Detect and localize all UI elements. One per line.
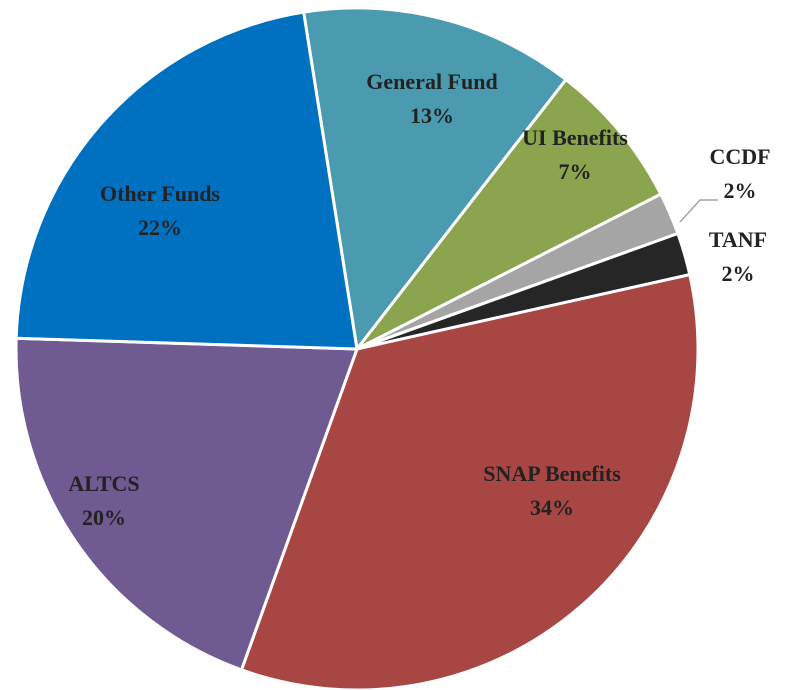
leader-line bbox=[679, 199, 718, 223]
slice-label: General Fund 13% bbox=[322, 65, 542, 133]
value-label: 22% bbox=[138, 215, 182, 240]
category-label: Other Funds bbox=[99, 181, 220, 206]
slice-label: UI Benefits 7% bbox=[520, 121, 630, 189]
category-label: SNAP Benefits bbox=[483, 461, 621, 486]
slices bbox=[14, 6, 700, 690]
slice bbox=[14, 10, 359, 351]
value-label: 34% bbox=[530, 495, 574, 520]
value-label: 2% bbox=[723, 178, 757, 203]
slice bbox=[301, 6, 569, 353]
category-label: TANF bbox=[708, 227, 768, 252]
slice-label: TANF 2% bbox=[693, 223, 783, 291]
slice-label: SNAP Benefits 34% bbox=[442, 457, 662, 525]
slice-label: Other Funds 22% bbox=[70, 177, 250, 245]
category-label: General Fund bbox=[366, 69, 498, 94]
slice-label: CCDF 2% bbox=[695, 140, 785, 208]
slice-label: ALTCS 20% bbox=[44, 467, 164, 535]
value-label: 7% bbox=[558, 159, 592, 184]
category-label: CCDF bbox=[709, 144, 771, 169]
value-label: 13% bbox=[410, 103, 454, 128]
category-label: UI Benefits bbox=[522, 125, 628, 150]
category-label: ALTCS bbox=[68, 471, 140, 496]
value-label: 20% bbox=[82, 505, 126, 530]
value-label: 2% bbox=[721, 261, 755, 286]
slice bbox=[14, 336, 360, 672]
slice bbox=[355, 77, 663, 351]
